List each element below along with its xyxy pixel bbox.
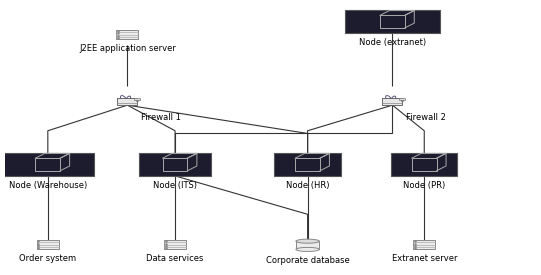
Bar (139, 153, 211, 176)
Bar (164, 240, 186, 249)
Bar (382, 98, 403, 105)
Text: Node (extranet): Node (extranet) (359, 38, 426, 47)
Bar (163, 158, 188, 171)
Text: Node (Warehouse): Node (Warehouse) (9, 181, 87, 190)
Bar (391, 153, 457, 176)
Ellipse shape (296, 248, 319, 251)
Text: Node (HR): Node (HR) (286, 181, 329, 190)
Text: Corporate database: Corporate database (266, 256, 349, 265)
Text: Order system: Order system (19, 254, 76, 263)
Bar (117, 98, 137, 105)
Bar (35, 158, 60, 171)
Bar (399, 98, 405, 100)
Text: Node (PR): Node (PR) (403, 181, 445, 190)
Text: Firewall 2: Firewall 2 (406, 113, 446, 122)
Text: Data services: Data services (147, 254, 204, 263)
Text: Extranet server: Extranet server (392, 254, 457, 263)
Bar (2, 153, 94, 176)
Bar (345, 10, 440, 33)
Bar (295, 158, 320, 171)
Text: J2EE application server: J2EE application server (79, 44, 176, 53)
Text: Node (ITS): Node (ITS) (153, 181, 197, 190)
Bar (412, 158, 437, 171)
Bar (134, 98, 140, 100)
Bar (274, 153, 341, 176)
Bar (296, 241, 319, 249)
Text: Firewall 1: Firewall 1 (141, 113, 181, 122)
Bar (116, 30, 138, 39)
Ellipse shape (296, 239, 319, 243)
Bar (37, 240, 59, 249)
Bar (413, 240, 436, 249)
Bar (380, 15, 405, 28)
